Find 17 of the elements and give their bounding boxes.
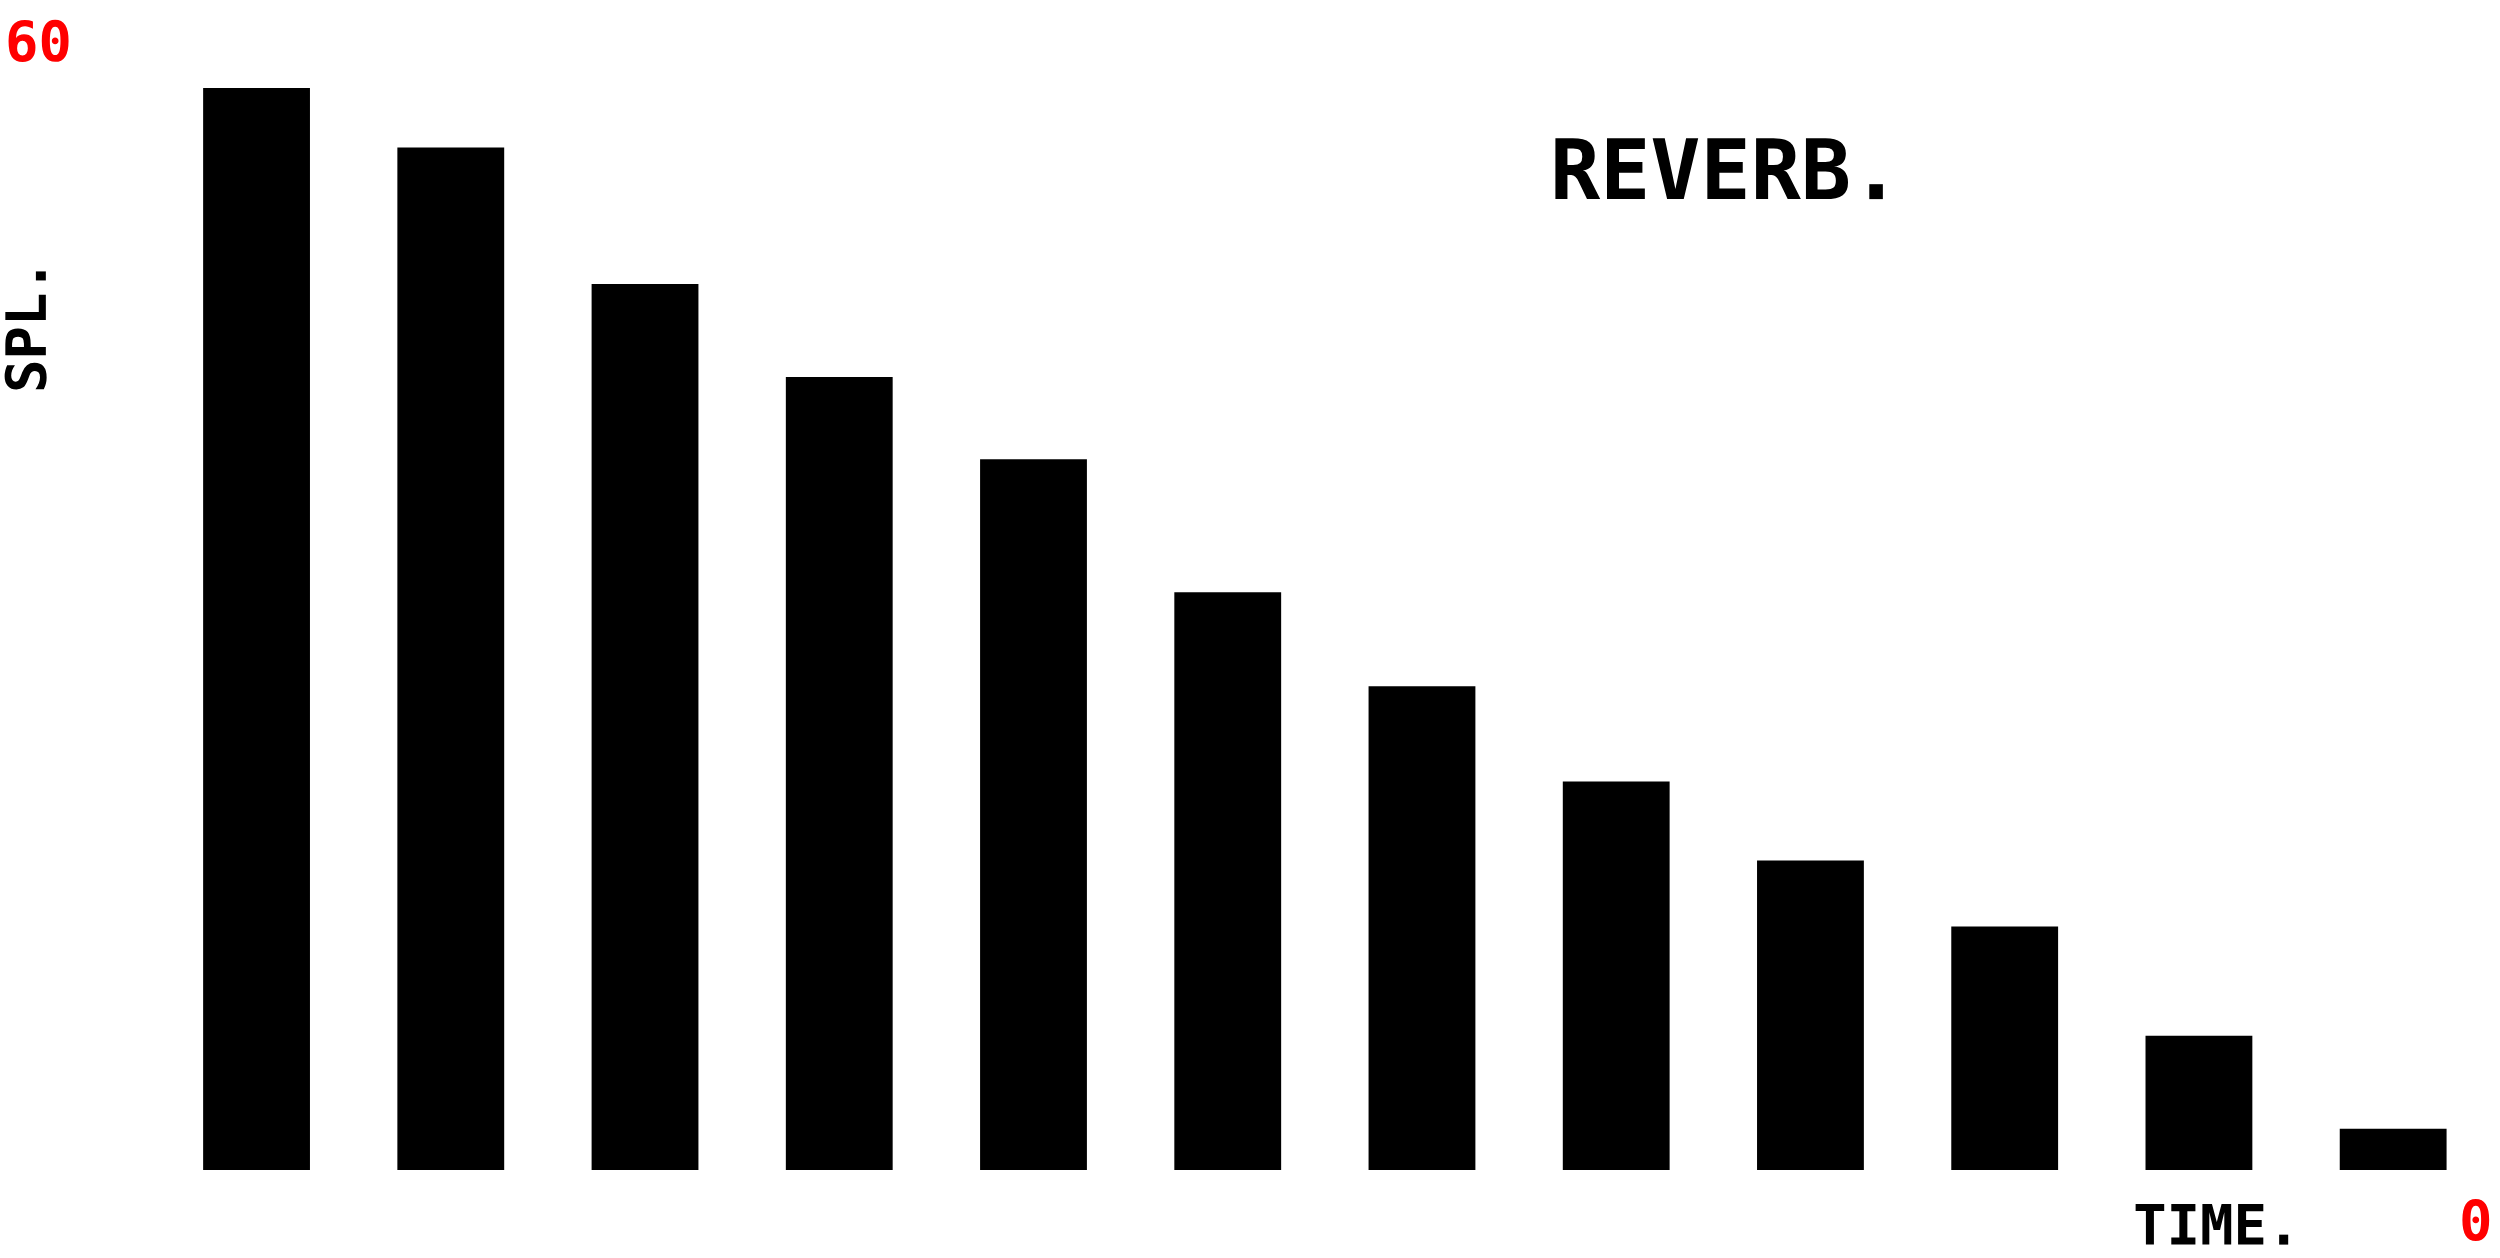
text: 0 (2462, 1198, 2490, 1241)
bar (1368, 686, 1476, 1170)
bar (980, 459, 1087, 1170)
bar (1757, 860, 1864, 1170)
x-axis-title: TIME. (2135, 1204, 2289, 1245)
bar (2145, 1035, 2253, 1170)
bar (1951, 926, 2059, 1170)
bar (203, 88, 310, 1170)
chart-title: REVERB. (1555, 138, 1883, 200)
bar (1562, 781, 1670, 1170)
text: 60 (8, 19, 69, 62)
y-axis-title: SPL. (4, 271, 47, 390)
bar (1174, 592, 1282, 1170)
bar (2339, 1128, 2447, 1170)
bar (591, 283, 699, 1170)
bar (397, 147, 505, 1170)
bar (785, 376, 893, 1170)
